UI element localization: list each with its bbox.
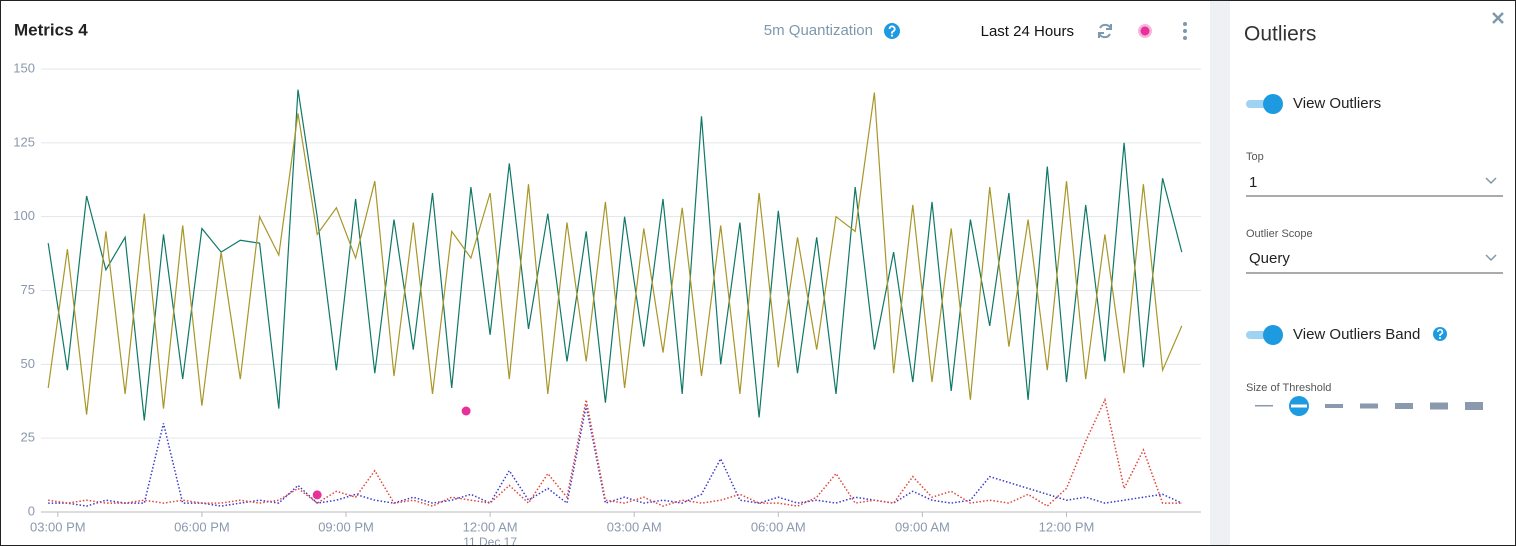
y-tick-label: 100: [13, 208, 35, 223]
dropdown-value[interactable]: 1: [1249, 174, 1257, 191]
x-tick-label: 09:00 PM: [318, 519, 374, 534]
x-tick-sublabel: 11 Dec 17: [463, 535, 517, 545]
x-tick-label: 12:00 AM: [463, 519, 518, 534]
close-icon[interactable]: [1492, 12, 1504, 24]
chart-title: Metrics 4: [14, 20, 88, 39]
y-tick-label: 25: [21, 430, 35, 445]
help-icon[interactable]: [1433, 327, 1447, 341]
threshold-sizes[interactable]: [1255, 396, 1483, 416]
series-line: [47, 92, 1183, 415]
refresh-icon[interactable]: [1098, 23, 1112, 39]
y-tick-label: 50: [21, 356, 35, 371]
chevron[interactable]: [1485, 254, 1497, 262]
field-label: Size of Threshold: [1246, 382, 1331, 394]
outlier-point: [461, 406, 471, 416]
dropdown-value[interactable]: Query: [1249, 250, 1290, 267]
field-label: Top: [1246, 151, 1264, 163]
series-line: [48, 397, 1182, 508]
x-tick-label: 03:00 AM: [607, 519, 662, 534]
toggle[interactable]: [1246, 325, 1283, 345]
y-tick-label: 125: [13, 134, 35, 149]
panel-title: Outliers: [1244, 23, 1316, 46]
y-tick-label: 75: [21, 282, 35, 297]
outlier-indicator[interactable]: [1138, 24, 1152, 38]
divider: [1210, 1, 1230, 545]
quantization: 5m Quantization: [764, 22, 873, 39]
toggle[interactable]: [1246, 94, 1283, 114]
toggle-label: View Outliers Band: [1293, 326, 1420, 343]
y-tick-label: 150: [13, 60, 35, 75]
toggle-label: View Outliers: [1293, 95, 1381, 112]
x-tick-label: 06:00 PM: [174, 519, 230, 534]
time-range[interactable]: Last 24 Hours: [981, 23, 1074, 40]
outlier-point: [312, 490, 322, 500]
y-tick-label: 0: [28, 503, 35, 518]
series-line: [47, 89, 1183, 421]
field-label: Outlier Scope: [1246, 228, 1313, 240]
x-tick-label: 06:00 AM: [751, 519, 806, 534]
series-line: [48, 405, 1183, 507]
x-tick-label: 03:00 PM: [30, 519, 86, 534]
chevron[interactable]: [1485, 177, 1497, 185]
x-tick-label: 09:00 AM: [895, 519, 950, 534]
outliers-panel: Outliers View Outliers Top 1 Outlier Sco…: [1244, 12, 1504, 416]
menu-icon[interactable]: [1183, 22, 1187, 40]
x-tick-label: 12:00 PM: [1039, 519, 1095, 534]
help-icon[interactable]: [884, 23, 900, 39]
